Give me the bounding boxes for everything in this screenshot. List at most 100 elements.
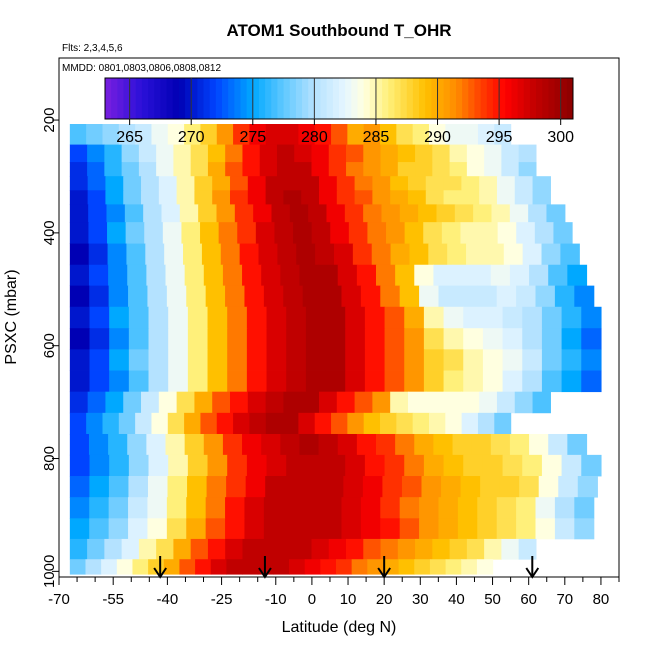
heatmap-cell	[158, 176, 178, 191]
heatmap-cell	[166, 285, 187, 308]
heatmap-cell	[246, 370, 268, 393]
heatmap-cell	[161, 204, 181, 223]
colorbar-segment	[536, 78, 543, 119]
heatmap-cell	[396, 124, 414, 145]
colorbar-segment	[566, 78, 574, 119]
heatmap-cell	[567, 433, 588, 456]
heatmap-cell	[284, 476, 305, 498]
heatmap-cell	[336, 190, 356, 205]
heatmap-cell	[246, 306, 268, 329]
heatmap-cell	[360, 497, 381, 519]
heatmap-cell	[553, 222, 573, 244]
heatmap-cell	[89, 306, 110, 329]
heatmap-cell	[466, 243, 486, 266]
heatmap-cell	[407, 176, 427, 191]
heatmap-cell	[294, 144, 313, 163]
heatmap-cell	[108, 264, 128, 287]
heatmap-cell	[168, 349, 189, 371]
heatmap-cell	[345, 328, 366, 350]
colorbar-segment	[400, 78, 408, 119]
heatmap-cell	[438, 518, 459, 540]
heatmap-cell	[479, 391, 498, 414]
heatmap-cell	[87, 538, 105, 560]
colorbar-segment	[437, 78, 445, 119]
heatmap-cell	[225, 518, 246, 540]
heatmap-cell	[212, 391, 231, 414]
heatmap-cell	[242, 144, 261, 163]
colorbar-segment	[234, 78, 241, 119]
heatmap-cell	[194, 190, 213, 205]
heatmap-cell	[541, 243, 561, 266]
colorbar-segment	[129, 78, 137, 119]
heatmap-cell	[554, 285, 575, 308]
heatmap-cell	[186, 518, 207, 540]
heatmap-cell	[69, 412, 87, 435]
heatmap-cell	[187, 454, 209, 477]
heatmap-cell	[482, 454, 504, 477]
heatmap-cell	[135, 124, 153, 145]
heatmap-cell	[158, 391, 178, 414]
heatmap-cell	[86, 124, 104, 145]
heatmap-cell	[380, 285, 401, 308]
heatmap-cell	[414, 559, 431, 575]
heatmap-cell	[101, 559, 118, 575]
heatmap-cell	[516, 285, 537, 308]
heatmap-cell	[330, 222, 350, 244]
heatmap-cell	[311, 538, 330, 560]
heatmap-cell	[463, 454, 484, 477]
heatmap-cell	[348, 222, 369, 244]
heatmap-cell	[298, 124, 316, 145]
heatmap-cell	[532, 391, 551, 414]
heatmap-cell	[165, 264, 186, 287]
heatmap-cell	[463, 328, 484, 350]
heatmap-cell	[328, 144, 347, 163]
heatmap-cell	[286, 306, 307, 329]
colorbar-segment	[492, 78, 500, 119]
heatmap-cell	[244, 285, 265, 308]
heatmap-cell	[212, 176, 231, 191]
heatmap-cell	[127, 433, 147, 456]
x-tick-label: 10	[340, 591, 357, 608]
heatmap-cell	[144, 222, 164, 244]
colorbar-segment	[332, 78, 340, 119]
heatmap-cell	[299, 264, 320, 287]
heatmap-cell	[561, 370, 582, 393]
heatmap-cell	[283, 285, 304, 308]
heatmap-cell	[69, 518, 90, 540]
x-tick-label: -10	[265, 591, 287, 608]
heatmap-cell	[423, 454, 445, 477]
colorbar-segment	[419, 78, 426, 119]
heatmap-cell	[230, 176, 249, 191]
heatmap-cell	[165, 433, 186, 456]
heatmap-cell	[323, 476, 344, 498]
heatmap-cell	[89, 497, 110, 519]
heatmap-cell	[341, 285, 362, 308]
heatmap-cell	[501, 162, 520, 177]
colorbar-segment	[252, 78, 260, 119]
heatmap-cell	[560, 243, 580, 266]
heatmap-cell	[343, 476, 364, 498]
heatmap-cell	[227, 454, 248, 477]
heatmap-cell	[463, 349, 484, 371]
colorbar-segment	[375, 78, 383, 119]
heatmap-cell	[328, 538, 347, 560]
heatmap-cell	[305, 370, 327, 393]
heatmap-cell	[200, 222, 220, 244]
heatmap-cell	[108, 433, 128, 456]
heatmap-cell	[69, 454, 91, 477]
x-tick-label: 30	[412, 591, 429, 608]
heatmap-cell	[418, 204, 438, 223]
heatmap-cell	[207, 144, 226, 163]
heatmap-cell	[289, 204, 309, 223]
heatmap-cell	[449, 538, 468, 560]
heatmap-cell	[535, 518, 556, 540]
heatmap-cell	[108, 285, 129, 308]
heatmap-cell	[121, 538, 140, 560]
heatmap-cell	[176, 176, 196, 191]
heatmap-cell	[503, 243, 524, 266]
heatmap-cell	[203, 433, 224, 456]
heatmap-cell	[104, 144, 123, 163]
heatmap-cell	[415, 538, 433, 560]
heatmap-cell	[302, 518, 323, 540]
heatmap-cell	[255, 222, 276, 244]
